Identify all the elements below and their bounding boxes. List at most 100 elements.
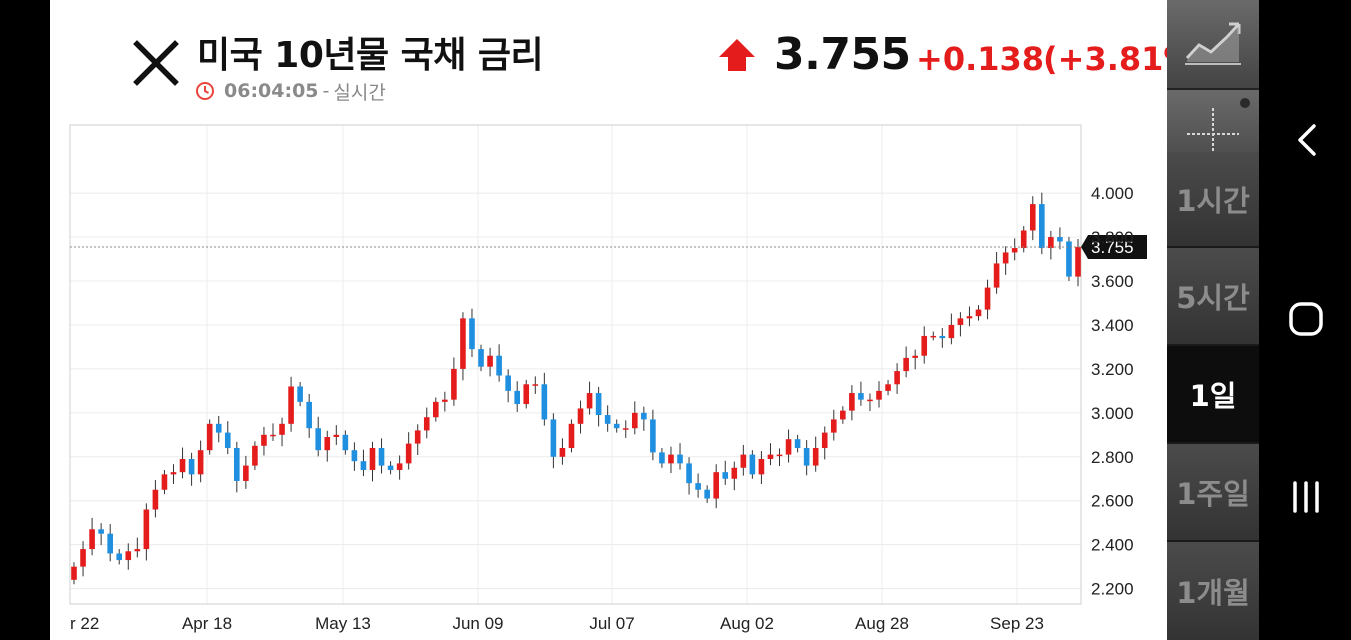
x-tick-label: Aug 02 bbox=[720, 614, 774, 633]
candle-body bbox=[71, 566, 77, 580]
candle-body bbox=[360, 461, 367, 470]
candle-body bbox=[993, 263, 1000, 288]
candle-body bbox=[1002, 252, 1009, 264]
close-button[interactable] bbox=[131, 38, 181, 88]
interval-5-hours[interactable]: 5시간 bbox=[1167, 248, 1259, 346]
candle-body bbox=[785, 439, 792, 455]
y-tick-label: 4.000 bbox=[1091, 184, 1134, 203]
candle-body bbox=[252, 445, 258, 466]
interval-1-week[interactable]: 1주일 bbox=[1167, 444, 1259, 542]
y-axis: 4.000 3.800 3.600 3.400 3.200 3.000 2.800 2.600… bbox=[1091, 184, 1134, 599]
candle-body bbox=[912, 355, 918, 358]
candle-body bbox=[704, 489, 710, 499]
candle-body bbox=[1039, 204, 1045, 249]
back-button[interactable] bbox=[1275, 110, 1335, 170]
crosshair-icon bbox=[1187, 98, 1250, 160]
x-axis: r 22 Apr 18 May 13 Jun 09 Jul 07 Aug 02 Aug 28… bbox=[70, 614, 1044, 633]
candle-body bbox=[460, 318, 466, 369]
live-label: 실시간 bbox=[333, 81, 386, 104]
candle-body bbox=[243, 465, 249, 481]
page-title: 미국 10년물 국채 금리 bbox=[197, 35, 544, 76]
candle-body bbox=[478, 349, 484, 367]
candle-body bbox=[776, 454, 783, 457]
candle-body bbox=[695, 483, 701, 490]
y-tick-label: 3.200 bbox=[1091, 360, 1134, 379]
candle-body bbox=[197, 450, 204, 475]
candle-body bbox=[333, 434, 340, 438]
candle-body bbox=[405, 443, 412, 464]
candle-body bbox=[713, 472, 720, 499]
candle-body bbox=[270, 434, 276, 437]
candle-body bbox=[1020, 230, 1027, 249]
x-tick-label: Aug 28 bbox=[855, 614, 909, 633]
candle-body bbox=[767, 454, 774, 459]
candle-body bbox=[921, 335, 928, 356]
recent-apps-button[interactable] bbox=[1275, 467, 1335, 527]
candle-body bbox=[1057, 237, 1063, 242]
candle-body bbox=[98, 529, 104, 534]
back-icon bbox=[1298, 124, 1316, 156]
chart-type-button[interactable] bbox=[1167, 0, 1259, 90]
candle-body bbox=[722, 472, 729, 479]
candle-body bbox=[451, 368, 457, 400]
candle-body bbox=[432, 401, 439, 418]
candle-body bbox=[469, 318, 475, 350]
system-navigation-bar bbox=[1259, 0, 1351, 640]
candle-body bbox=[659, 452, 665, 464]
candle-body bbox=[858, 393, 864, 400]
candle-body bbox=[1029, 204, 1036, 231]
y-tick-label: 3.600 bbox=[1091, 272, 1134, 291]
interval-label: 1시간 bbox=[1176, 184, 1250, 218]
price-change: +0.138 bbox=[916, 40, 1045, 78]
y-tick-label: 3.800 bbox=[1091, 228, 1134, 247]
candle-body bbox=[595, 393, 602, 416]
candle-body bbox=[948, 324, 955, 339]
candle-body bbox=[215, 423, 222, 433]
candle-body bbox=[885, 384, 891, 391]
candle-body bbox=[794, 439, 801, 448]
interval-1-day[interactable]: 1일 bbox=[1167, 346, 1259, 444]
candle-body bbox=[134, 549, 141, 552]
candle-body bbox=[541, 384, 548, 420]
candle-body bbox=[224, 432, 231, 448]
candle-body bbox=[279, 423, 285, 435]
candle-body bbox=[297, 386, 303, 402]
candle-body bbox=[487, 355, 493, 367]
candle-body bbox=[577, 408, 584, 424]
candlestick-chart[interactable]: 3.755 4.000 3.800 3.600 3.400 3.200 3.000 2.80… bbox=[50, 0, 1167, 640]
candle-body bbox=[650, 419, 656, 453]
interval-label: 1일 bbox=[1189, 379, 1237, 413]
candle-body bbox=[812, 447, 819, 466]
candle-body bbox=[206, 423, 213, 451]
candle-body bbox=[631, 412, 638, 429]
candle-body bbox=[414, 430, 421, 444]
interval-1-hour[interactable]: 1시간 bbox=[1167, 152, 1259, 248]
interval-1-month[interactable]: 1개월 bbox=[1167, 542, 1259, 640]
candle-body bbox=[975, 309, 982, 317]
candle-body bbox=[586, 393, 593, 409]
candle-body bbox=[496, 355, 502, 376]
candle-body bbox=[261, 434, 267, 446]
candle-body bbox=[830, 419, 837, 433]
candle-body bbox=[867, 399, 873, 402]
candle-body bbox=[876, 390, 882, 400]
candle-body bbox=[324, 437, 331, 451]
candle-body bbox=[559, 447, 566, 457]
home-button[interactable] bbox=[1275, 289, 1335, 349]
candle-body bbox=[957, 318, 964, 325]
y-tick-label: 2.400 bbox=[1091, 536, 1134, 555]
home-icon bbox=[1289, 302, 1323, 336]
candle-body bbox=[288, 386, 294, 424]
update-time: 06:04:05 bbox=[224, 80, 319, 102]
candle-body bbox=[179, 458, 186, 473]
update-time-row: 06:04:05 - 실시간 bbox=[195, 78, 386, 104]
recent-apps-icon bbox=[1293, 481, 1319, 513]
y-tick-label: 2.200 bbox=[1091, 580, 1134, 599]
candle-body bbox=[568, 423, 575, 448]
last-price-line: 3.755 bbox=[70, 234, 1147, 259]
plot-area-border bbox=[69, 124, 1082, 605]
chart-panel: 미국 10년물 국채 금리 06:04:05 - 실시간 3.755 +0.13… bbox=[50, 0, 1210, 640]
last-price-marker bbox=[1081, 234, 1147, 259]
candle-body bbox=[984, 287, 991, 310]
